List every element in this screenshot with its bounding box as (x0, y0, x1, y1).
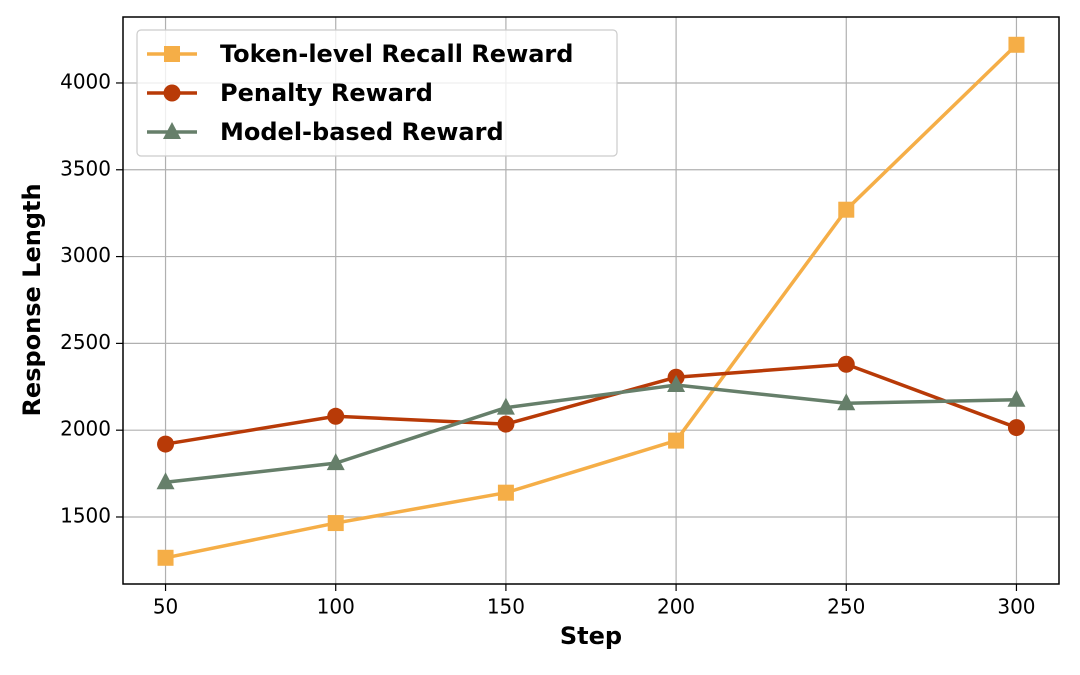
x-tick-label: 300 (997, 595, 1035, 619)
legend-text: Token-level Recall Reward (220, 40, 573, 68)
marker (157, 435, 175, 453)
y-axis-title: Response Length (18, 183, 46, 416)
y-tick-label: 3500 (60, 156, 111, 180)
plot-area (156, 36, 1026, 566)
x-tick-label: 200 (657, 595, 695, 619)
x-tick-label: 250 (827, 595, 865, 619)
x-tick-label: 50 (153, 595, 178, 619)
legend: Token-level Recall Reward Penalty Reward M… (136, 29, 618, 157)
marker (1007, 419, 1025, 437)
y-tick-label: 2000 (60, 417, 111, 441)
series-line (165, 383, 1017, 485)
axes-frame (122, 16, 1060, 585)
marker (1007, 389, 1026, 407)
marker (327, 515, 344, 532)
marker (497, 484, 514, 501)
marker (163, 122, 181, 139)
y-tick-label: 2500 (60, 330, 111, 354)
marker (164, 46, 180, 62)
series-line (165, 362, 1018, 446)
marker (497, 415, 515, 433)
marker (157, 549, 174, 566)
x-tick-label: 100 (317, 595, 355, 619)
marker (668, 432, 685, 449)
y-tick-label: 4000 (60, 69, 111, 93)
legend-text: Penalty Reward (220, 79, 433, 107)
marker (163, 84, 181, 102)
marker (837, 355, 855, 373)
x-axis-title: Step (560, 622, 622, 650)
y-tick-label: 3000 (60, 243, 111, 267)
marker (838, 201, 855, 218)
marker (326, 453, 345, 471)
y-tick-label: 1500 (60, 503, 111, 527)
x-tick-label: 150 (487, 595, 525, 619)
marker (1008, 36, 1025, 53)
series-line (165, 43, 1018, 560)
legend-box (136, 29, 618, 157)
marker (496, 397, 515, 415)
marker (156, 472, 175, 490)
marker (667, 375, 686, 393)
marker (327, 407, 345, 425)
marker (837, 393, 856, 411)
legend-text: Model-based Reward (220, 118, 504, 146)
